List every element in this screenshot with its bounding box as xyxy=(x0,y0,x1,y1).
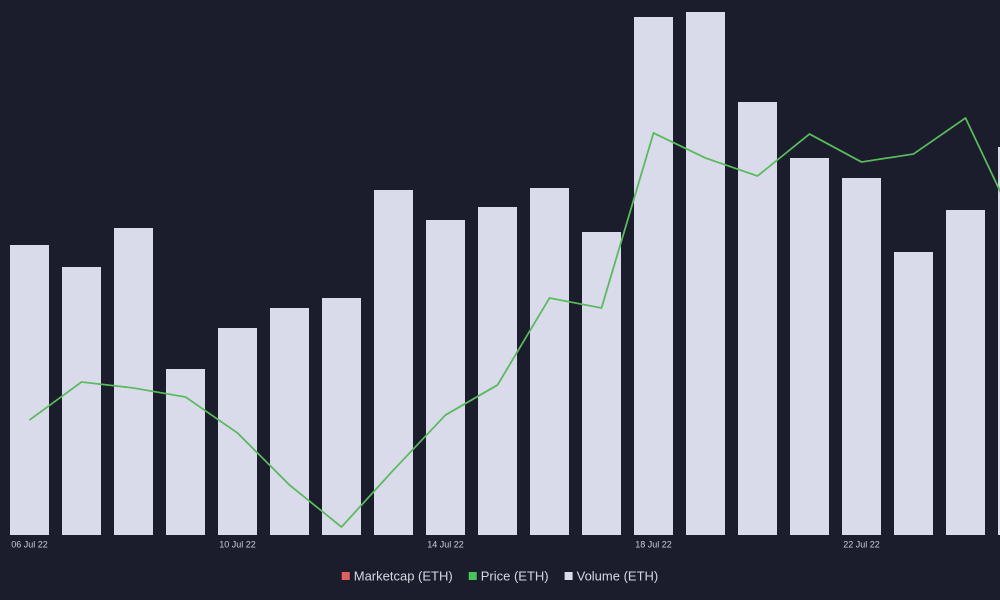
bar xyxy=(374,190,413,535)
bar xyxy=(426,220,465,535)
bar xyxy=(998,147,1000,535)
bar xyxy=(894,252,933,535)
bar xyxy=(530,188,569,535)
x-tick-label: 14 Jul 22 xyxy=(427,539,464,549)
legend-swatch xyxy=(341,572,350,580)
bar xyxy=(738,102,777,535)
x-tick-label: 10 Jul 22 xyxy=(219,539,256,549)
bar xyxy=(270,308,309,535)
bar xyxy=(790,158,829,535)
legend-label: Price (ETH) xyxy=(481,568,549,583)
bar xyxy=(946,210,985,535)
bar xyxy=(10,245,49,535)
bar xyxy=(322,298,361,535)
line xyxy=(29,117,1000,528)
bar xyxy=(842,178,881,535)
bar xyxy=(62,267,101,535)
legend-label: Marketcap (ETH) xyxy=(354,568,453,583)
bar xyxy=(582,232,621,535)
legend-label: Volume (ETH) xyxy=(577,568,659,583)
bar xyxy=(114,228,153,535)
legend-swatch xyxy=(468,572,477,580)
bar xyxy=(634,17,673,535)
x-tick-label: 06 Jul 22 xyxy=(11,539,48,549)
bar xyxy=(686,12,725,535)
x-tick-label: 22 Jul 22 xyxy=(843,539,880,549)
bar xyxy=(478,207,517,535)
bar xyxy=(218,328,257,535)
legend-swatch xyxy=(564,572,573,580)
legend: Marketcap (ETH) Price (ETH) Volume (ETH) xyxy=(341,568,659,583)
x-tick-label: 18 Jul 22 xyxy=(635,539,672,549)
